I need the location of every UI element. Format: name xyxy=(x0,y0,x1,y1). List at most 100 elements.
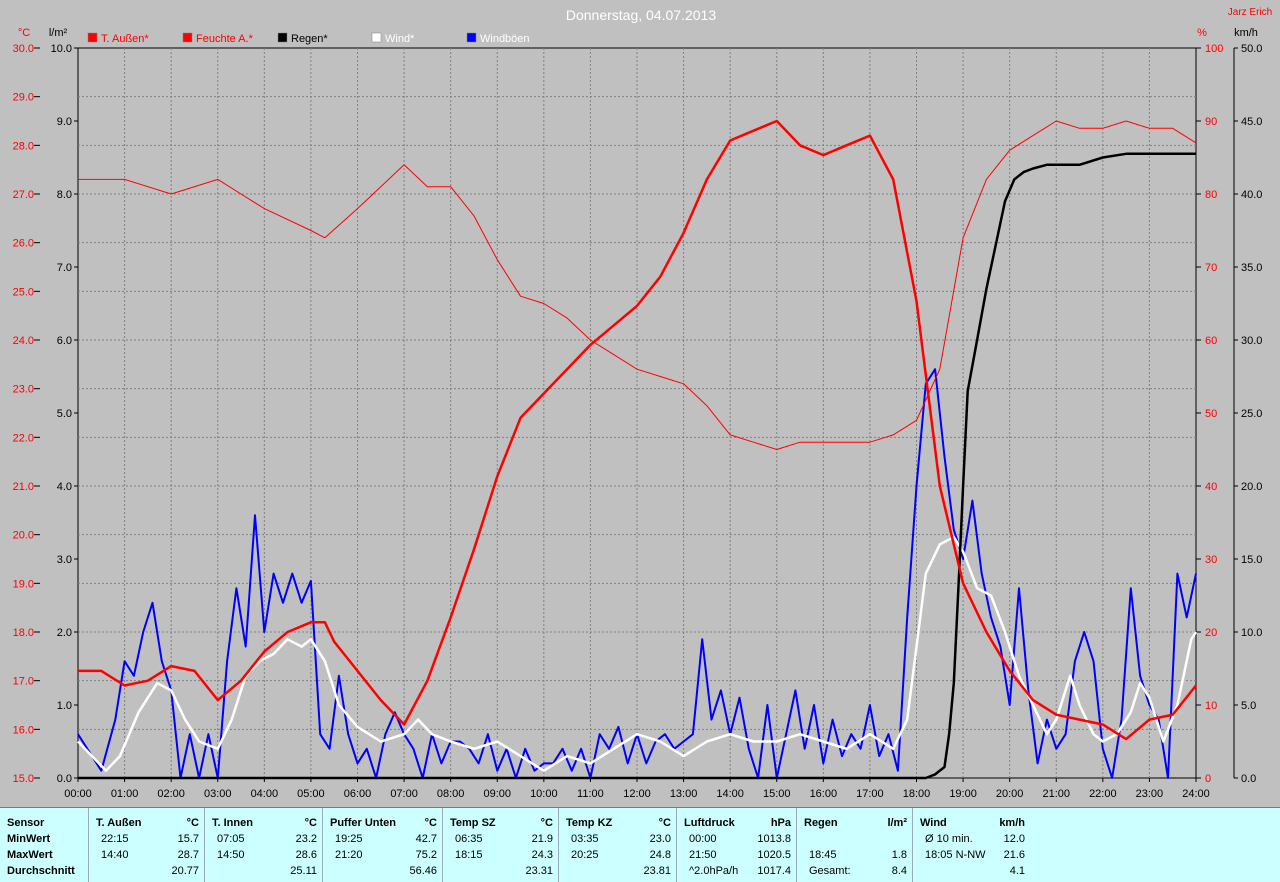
stats-value: 23.31 xyxy=(525,865,553,877)
series-line-regen xyxy=(78,152,1196,780)
stats-time: 07:05 xyxy=(217,833,245,845)
stats-value: 4.1 xyxy=(1009,865,1025,877)
stats-value: 25.11 xyxy=(290,865,317,877)
stats-column-header: Temp KZ xyxy=(566,817,613,829)
rain-tick-label: 7.0 xyxy=(57,262,72,274)
rain-tick-label: 3.0 xyxy=(57,554,72,566)
stats-column-header: Temp SZ xyxy=(450,817,496,829)
stats-value: 15.7 xyxy=(177,833,199,845)
humidity-tick-label: 90 xyxy=(1205,116,1217,128)
rain-tick-label: 6.0 xyxy=(57,335,72,347)
x-tick-label: 15:00 xyxy=(763,788,791,800)
stats-time: 00:00 xyxy=(689,833,717,845)
stats-value: 24.8 xyxy=(649,849,671,861)
stats-column: Temp KZ °C 03:35 23.0 20:25 24.8 23.81 xyxy=(558,808,677,882)
x-tick-label: 08:00 xyxy=(437,788,465,800)
legend-label: Windböen xyxy=(480,33,530,45)
stats-time: 18:45 xyxy=(809,849,837,861)
stats-column-unit: °C xyxy=(304,817,317,829)
humidity-tick-label: 100 xyxy=(1205,43,1223,55)
stats-time: 21:20 xyxy=(335,849,363,861)
legend-label: Regen* xyxy=(291,33,328,45)
series-line-windben xyxy=(77,368,1197,779)
stats-column-header: Wind xyxy=(920,817,947,829)
stats-time: 06:35 xyxy=(455,833,483,845)
x-tick-label: 10:00 xyxy=(530,788,558,800)
legend-swatch xyxy=(466,32,477,43)
stats-value: 12.0 xyxy=(1003,833,1025,845)
chart-background xyxy=(0,0,1280,807)
wind-tick-label: 35.0 xyxy=(1241,262,1262,274)
stats-column-header: Sensor xyxy=(7,817,45,829)
temp-tick-label: 27.0 xyxy=(13,189,34,201)
x-tick-label: 03:00 xyxy=(204,788,232,800)
stats-column-header: Luftdruck xyxy=(684,817,735,829)
rain-tick-label: 0.0 xyxy=(57,773,72,785)
humidity-tick-label: 50 xyxy=(1205,408,1217,420)
stats-value: 1020.5 xyxy=(757,849,791,861)
stats-value: 21.9 xyxy=(531,833,553,845)
stats-column: T. Innen °C 07:05 23.2 14:50 28.6 25.11 xyxy=(204,808,323,882)
stats-time: 03:35 xyxy=(571,833,599,845)
series-line-feuchtea xyxy=(78,120,1197,450)
axes: 15.0 16.0 17.0 18.0 19.0 20.0 21.0 22.0 23.0 24.0… xyxy=(13,27,1263,800)
stats-time: 19:25 xyxy=(335,833,363,845)
author-label: Jarz Erich xyxy=(1228,7,1272,18)
rain-tick-label: 9.0 xyxy=(57,116,72,128)
stats-time: 14:40 xyxy=(101,849,129,861)
wind-axis-unit: km/h xyxy=(1234,27,1258,39)
wind-tick-label: 50.0 xyxy=(1241,43,1262,55)
stats-column: T. Außen °C 22:15 15.7 14:40 28.7 20.77 xyxy=(88,808,205,882)
stats-column: Regen l/m² 18:45 1.8 Gesamt: 8.4 xyxy=(796,808,913,882)
x-tick-label: 19:00 xyxy=(949,788,977,800)
humidity-tick-label: 0 xyxy=(1205,773,1211,785)
x-tick-label: 21:00 xyxy=(1042,788,1070,800)
stats-value: 28.6 xyxy=(295,849,317,861)
grid xyxy=(77,47,1197,779)
legend-label: T. Außen* xyxy=(101,33,149,45)
x-tick-label: 02:00 xyxy=(157,788,185,800)
humidity-tick-label: 40 xyxy=(1205,481,1217,493)
legend-swatch xyxy=(87,32,98,43)
stats-row-label: Durchschnitt xyxy=(7,865,75,877)
wind-tick-label: 10.0 xyxy=(1241,627,1262,639)
stats-value: 1013.8 xyxy=(757,833,791,845)
weather-chart: Donnerstag, 04.07.2013 Jarz Erich 15.0 16… xyxy=(0,0,1280,807)
x-tick-label: 12:00 xyxy=(623,788,651,800)
x-tick-label: 11:00 xyxy=(577,788,604,800)
stats-column: Sensor MinWert MaxWert Durchschnitt xyxy=(0,808,88,882)
stats-value: 20.77 xyxy=(171,865,199,877)
stats-value: 56.46 xyxy=(409,865,437,877)
stats-time: 18:15 xyxy=(455,849,483,861)
x-tick-label: 07:00 xyxy=(390,788,418,800)
x-tick-label: 01:00 xyxy=(111,788,139,800)
x-tick-label: 14:00 xyxy=(716,788,744,800)
stats-value: 23.81 xyxy=(643,865,671,877)
temp-tick-label: 19.0 xyxy=(13,578,34,590)
x-tick-label: 23:00 xyxy=(1136,788,1164,800)
temp-tick-label: 16.0 xyxy=(13,724,34,736)
stats-column: Temp SZ °C 06:35 21.9 18:15 24.3 23.31 xyxy=(442,808,559,882)
wind-tick-label: 30.0 xyxy=(1241,335,1262,347)
stats-column-header: Regen xyxy=(804,817,838,829)
humidity-tick-label: 20 xyxy=(1205,627,1217,639)
stats-time: 18:05 N-NW xyxy=(925,849,986,861)
stats-time: 14:50 xyxy=(217,849,245,861)
temp-tick-label: 29.0 xyxy=(13,92,34,104)
legend-swatch xyxy=(277,32,288,43)
rain-tick-label: 1.0 xyxy=(57,700,72,712)
stats-value: 28.7 xyxy=(177,849,199,861)
stats-column-header: Puffer Unten xyxy=(330,817,396,829)
stats-row-label: MinWert xyxy=(7,833,51,845)
stats-column-unit: °C xyxy=(186,817,199,829)
stats-value: 23.2 xyxy=(295,833,317,845)
rain-tick-label: 4.0 xyxy=(57,481,72,493)
x-tick-label: 06:00 xyxy=(344,788,372,800)
stats-column-unit: °C xyxy=(658,817,671,829)
x-tick-label: 20:00 xyxy=(996,788,1024,800)
stats-time: 22:15 xyxy=(101,833,129,845)
temp-tick-label: 18.0 xyxy=(13,627,34,639)
humidity-axis-unit: % xyxy=(1197,27,1207,39)
stats-column-unit: °C xyxy=(540,817,553,829)
stats-column-header: T. Außen xyxy=(96,817,142,829)
